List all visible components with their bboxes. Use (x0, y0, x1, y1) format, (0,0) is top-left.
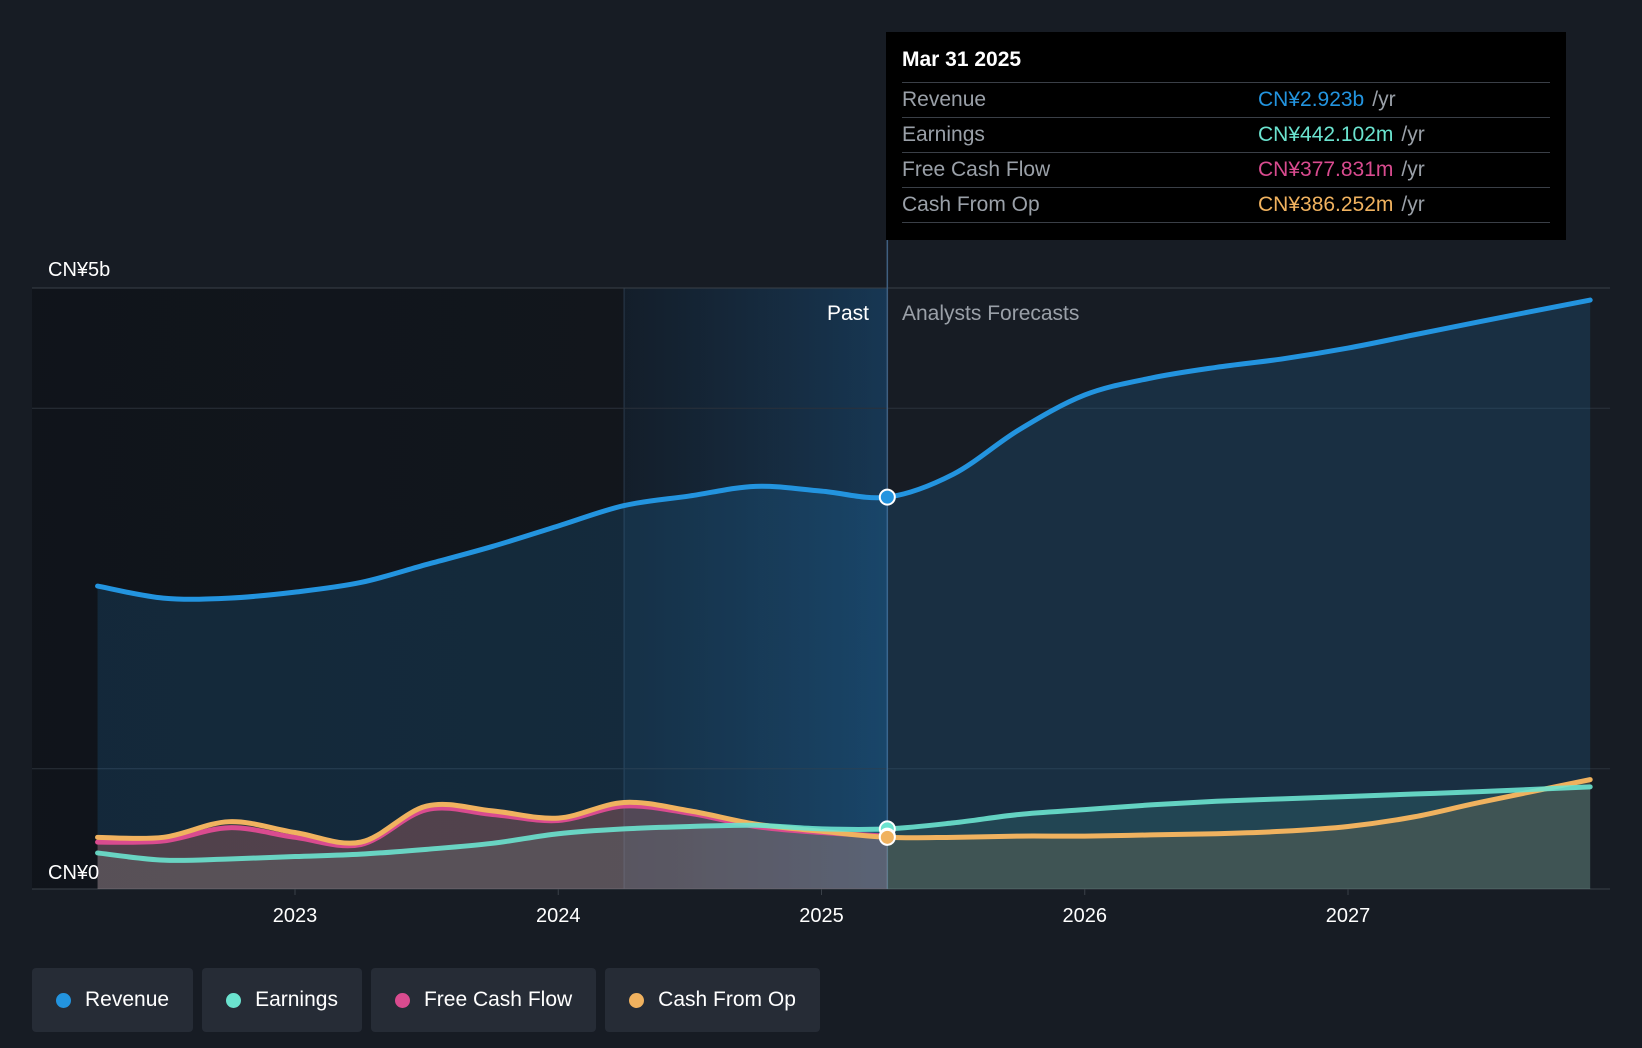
past-label: Past (827, 302, 869, 325)
legend-item-earnings[interactable]: Earnings (202, 968, 362, 1032)
x-tick-label: 2023 (273, 905, 318, 927)
tooltip-unit: /yr (1401, 193, 1425, 216)
legend-label: Earnings (255, 988, 338, 1011)
tooltip-row-earnings: Earnings CN¥442.102m /yr (902, 118, 1550, 153)
area-revenue (97, 300, 1591, 889)
legend: Revenue Earnings Free Cash Flow Cash Fro… (32, 968, 820, 1032)
legend-label: Revenue (85, 988, 170, 1011)
background-layer (32, 288, 888, 889)
legend-item-cash-from-op[interactable]: Cash From Op (605, 968, 820, 1032)
tooltip-row-free-cash-flow: Free Cash Flow CN¥377.831m /yr (902, 153, 1550, 188)
legend-item-free-cash-flow[interactable]: Free Cash Flow (370, 968, 597, 1032)
tooltip-value: CN¥2.923b (1258, 88, 1365, 111)
marker-revenue (878, 488, 896, 506)
x-tick-label: 2027 (1326, 905, 1371, 927)
legend-dot-icon (56, 992, 71, 1008)
legend-item-revenue[interactable]: Revenue (32, 968, 194, 1032)
forecast-label: Analysts Forecasts (902, 302, 1079, 325)
tooltip-unit: /yr (1401, 123, 1425, 146)
area-earnings (97, 786, 1591, 889)
line-revenue (95, 297, 1593, 602)
tooltip-value: CN¥377.831m (1258, 158, 1394, 181)
tooltip-label: Earnings (902, 123, 985, 146)
tooltip-value: CN¥442.102m (1258, 123, 1394, 146)
tooltip-value: CN¥386.252m (1258, 193, 1394, 216)
tooltip-label: Free Cash Flow (902, 158, 1051, 181)
line-earnings (95, 784, 1593, 863)
tooltip-row-cash-from-op: Cash From Op CN¥386.252m /yr (902, 188, 1550, 223)
tooltip-label: Cash From Op (902, 193, 1040, 216)
label-layer: Past Analysts Forecasts CN¥5b CN¥0 2023 202… (48, 259, 1370, 927)
legend-dot-icon (226, 992, 242, 1008)
y-tick-label: CN¥5b (48, 259, 110, 281)
highlight-region (624, 288, 888, 889)
x-tick-label: 2026 (1063, 905, 1108, 927)
x-tick-label: 2024 (536, 905, 581, 927)
tooltip-date: Mar 31 2025 (902, 46, 1550, 83)
legend-dot-icon (629, 992, 645, 1008)
y-tick-label: CN¥0 (48, 862, 99, 884)
marker-cash-from-op (878, 828, 896, 846)
legend-dot-icon (394, 992, 410, 1008)
legend-label: Cash From Op (658, 988, 796, 1011)
line-layer (95, 297, 1593, 863)
marker-layer (878, 488, 896, 846)
tooltip-row-revenue: Revenue CN¥2.923b /yr (902, 83, 1550, 118)
x-tick-label: 2025 (799, 905, 844, 927)
tooltip-unit: /yr (1372, 88, 1396, 111)
tooltip-label: Revenue (902, 88, 987, 111)
tooltip-panel: Mar 31 2025 Revenue CN¥2.923b /yr Earnin… (886, 32, 1566, 240)
tooltip-unit: /yr (1401, 158, 1425, 181)
legend-label: Free Cash Flow (423, 988, 573, 1011)
grid-layer (32, 240, 1610, 895)
